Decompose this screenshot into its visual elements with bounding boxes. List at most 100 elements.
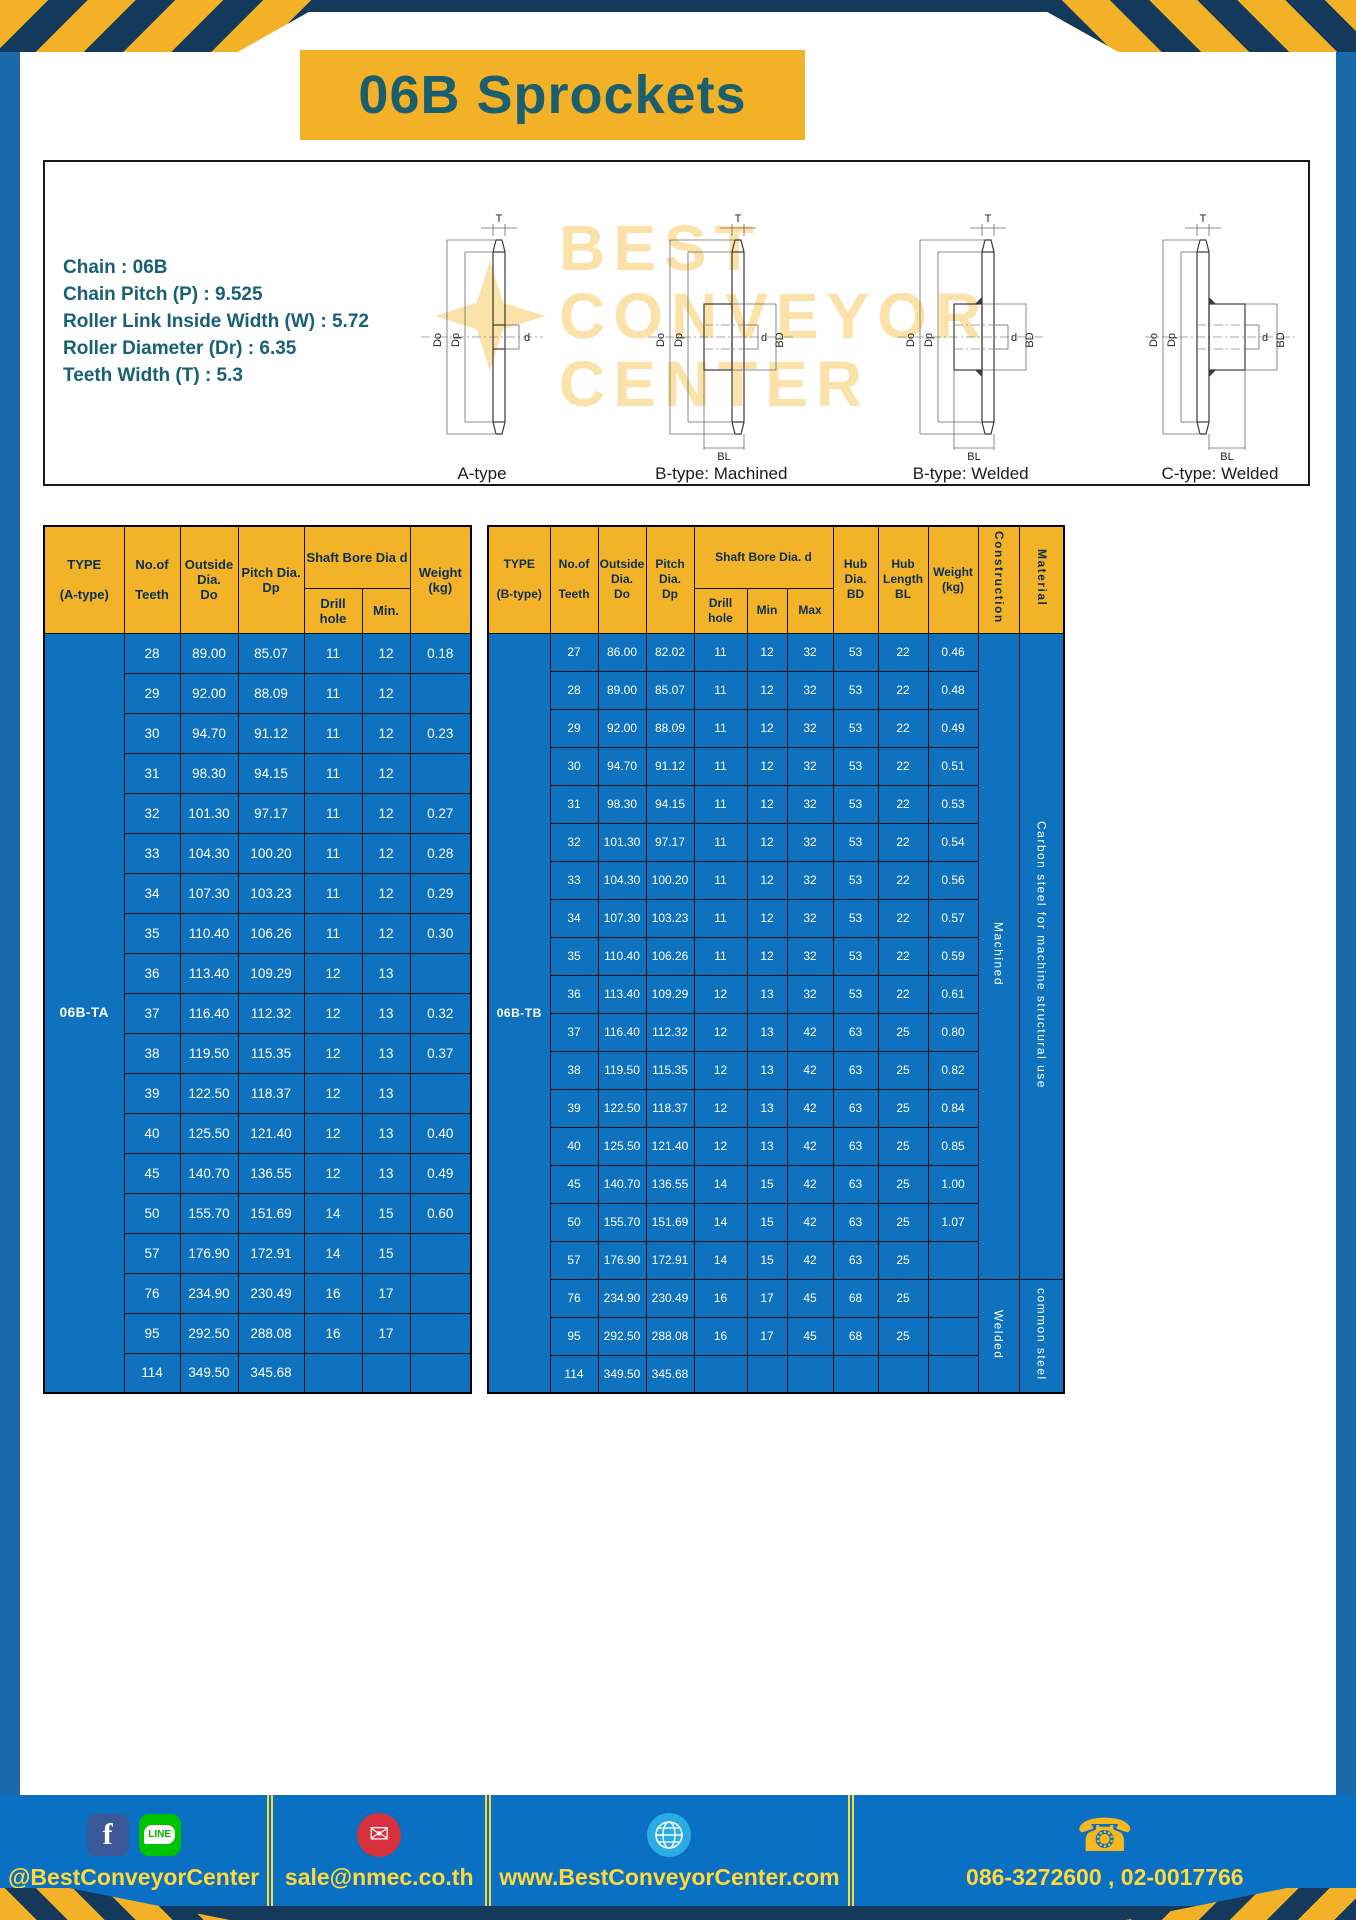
table-b-cell: 12 xyxy=(746,822,788,862)
table-b-cell: 0.48 xyxy=(927,670,979,710)
watermark-line: CONVEYOR xyxy=(559,280,990,352)
table-a-cell: 36 xyxy=(123,952,181,994)
material-cell-label: common steel xyxy=(1034,1287,1049,1381)
drawing-c-type-welded: T Do Dp d BD BL xyxy=(1135,170,1305,484)
table-b-cell: 50 xyxy=(549,1202,599,1242)
table-b-cell: 11 xyxy=(693,708,748,748)
table-b-cell: 22 xyxy=(877,936,929,976)
table-b-cell: 288.08 xyxy=(645,1316,695,1356)
table-b-cell: 0.46 xyxy=(927,632,979,672)
table-a-cell xyxy=(303,1352,363,1394)
dim-dp-label: Dp xyxy=(673,333,685,347)
table-b-cell: 40 xyxy=(549,1126,599,1166)
table-b-cell: 25 xyxy=(877,1202,929,1242)
table-b-cell: 12 xyxy=(746,860,788,900)
table-b-cell: 11 xyxy=(693,898,748,938)
table-a-cell: 106.26 xyxy=(237,912,305,954)
table-b-cell: 42 xyxy=(786,1126,834,1166)
table-a-cell: 113.40 xyxy=(179,952,239,994)
table-a-row: 34 107.30 103.23 11 12 0.29 xyxy=(44,872,472,914)
table-b-cell: 15 xyxy=(746,1240,788,1280)
table-b-cell: 12 xyxy=(693,1050,748,1090)
table-b-cell: 91.12 xyxy=(645,746,695,786)
table-b-cell: 11 xyxy=(693,746,748,786)
table-a-cell: 88.09 xyxy=(237,672,305,714)
table-a-cell: 38 xyxy=(123,1032,181,1074)
dim-bd-label: BD xyxy=(1024,332,1036,347)
table-b-cell: 32 xyxy=(786,670,834,710)
table-b-cell: 42 xyxy=(786,1012,834,1052)
table-a-cell: 101.30 xyxy=(179,792,239,834)
table-a-cell: 11 xyxy=(303,832,363,874)
table-b-cell: 53 xyxy=(832,936,879,976)
table-a-row: 36 113.40 109.29 12 13 xyxy=(44,952,472,994)
table-b-cell: 112.32 xyxy=(645,1012,695,1052)
table-b-cell: 0.54 xyxy=(927,822,979,862)
table-b-cell: 22 xyxy=(877,746,929,786)
table-b-cell: 32 xyxy=(786,936,834,976)
table-a-cell: 12 xyxy=(361,912,411,954)
table-b-row: 57 176.90 172.91 14 15 42 63 25 xyxy=(488,1240,1064,1280)
table-b-cell: 25 xyxy=(877,1316,929,1356)
table-b-cell: 94.15 xyxy=(645,784,695,824)
phone-icon: ☎ xyxy=(1076,1808,1134,1861)
col-header-min: Min xyxy=(746,587,788,634)
table-b-cell: 16 xyxy=(693,1278,748,1318)
top-border-strip xyxy=(0,0,1356,12)
material-cell: common steel xyxy=(1018,1278,1065,1394)
table-b-cell: 0.51 xyxy=(927,746,979,786)
footer-phone-icons: ☎ xyxy=(1076,1811,1133,1859)
table-b-cell: 53 xyxy=(832,974,879,1014)
table-b-cell: 63 xyxy=(832,1088,879,1128)
table-a-cell: 0.32 xyxy=(409,992,472,1034)
table-a-cell xyxy=(409,1232,472,1274)
spec-line: Teeth Width (T) : 5.3 xyxy=(63,365,243,386)
dim-dp-label: Dp xyxy=(1166,333,1178,347)
dim-do-label: Do xyxy=(1148,333,1160,347)
table-b-cell: 63 xyxy=(832,1202,879,1242)
c-type-welded-diagram-icon: T Do Dp d BD BL xyxy=(1144,213,1295,462)
table-a-cell: 13 xyxy=(361,1112,411,1154)
table-a-cell: 136.55 xyxy=(237,1152,305,1194)
table-b-cell: 92.00 xyxy=(597,708,647,748)
table-b-cell: 16 xyxy=(693,1316,748,1356)
footer-section-website: www.BestConveyorCenter.com xyxy=(485,1795,847,1906)
dim-d-label: d xyxy=(761,332,767,344)
spec-line: Roller Link Inside Width (W) : 5.72 xyxy=(63,311,369,332)
table-a-cell: 12 xyxy=(303,1072,363,1114)
table-b-cell: 17 xyxy=(746,1278,788,1318)
table-b-cell: 29 xyxy=(549,708,599,748)
dim-d-label: d xyxy=(524,332,530,344)
col-header-hub-dia: Hub Dia. BD xyxy=(832,525,879,634)
table-b-cell: 12 xyxy=(746,708,788,748)
table-a-cell: 13 xyxy=(361,1152,411,1194)
table-b-cell: 63 xyxy=(832,1240,879,1280)
table-b-cell: 155.70 xyxy=(597,1202,647,1242)
table-a-cell: 89.00 xyxy=(179,632,239,674)
footer-social-icons: f LINE xyxy=(86,1811,181,1859)
table-b-cell: 53 xyxy=(832,822,879,862)
table-b-cell: 14 xyxy=(693,1164,748,1204)
table-a-cell: 121.40 xyxy=(237,1112,305,1154)
table-a-cell: 85.07 xyxy=(237,632,305,674)
footer-website-icons xyxy=(647,1811,692,1859)
sprocket-drawings: T Do Dp d A-type xyxy=(407,170,1305,484)
table-a-cell: 16 xyxy=(303,1312,363,1354)
table-a-cell: 125.50 xyxy=(179,1112,239,1154)
table-b-header: TYPE (B-type) No.of Teeth Outside Dia. D… xyxy=(487,525,1065,634)
table-b-cell: 22 xyxy=(877,670,929,710)
table-a-cell: 13 xyxy=(361,952,411,994)
table-b-cell: 172.91 xyxy=(645,1240,695,1280)
table-b-cell: 25 xyxy=(877,1240,929,1280)
table-b-cell: 88.09 xyxy=(645,708,695,748)
footer-section-social: f LINE @BestConveyorCenter xyxy=(0,1795,267,1906)
col-header-shaft-bore: Shaft Bore Dia. d xyxy=(693,525,834,589)
table-b-cell xyxy=(746,1354,788,1394)
table-a-row: 95 292.50 288.08 16 17 xyxy=(44,1312,472,1354)
dim-do-label: Do xyxy=(905,333,917,347)
table-a-cell: 94.70 xyxy=(179,712,239,754)
table-b-cell: 12 xyxy=(693,1012,748,1052)
table-b-cell: 11 xyxy=(693,822,748,862)
table-b-cell: 12 xyxy=(746,784,788,824)
table-b-cell: 39 xyxy=(549,1088,599,1128)
